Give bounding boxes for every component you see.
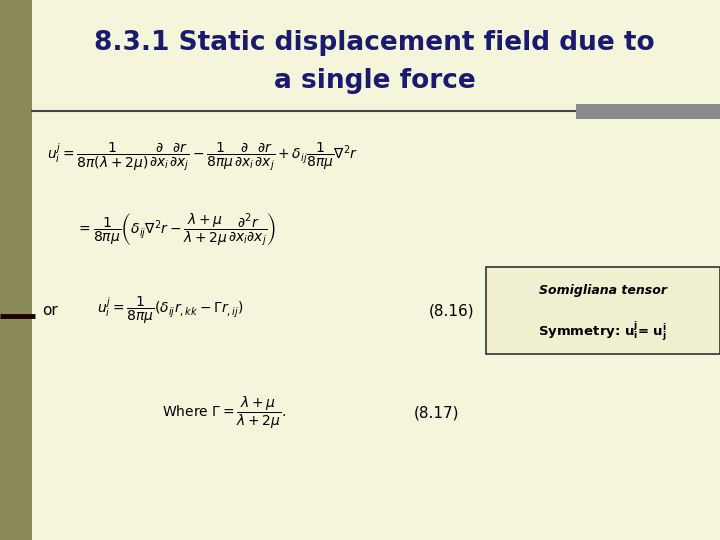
Bar bbox=[0, 0, 32, 540]
Text: Where $\Gamma = \dfrac{\lambda+\mu}{\lambda+2\mu}$.: Where $\Gamma = \dfrac{\lambda+\mu}{\lam… bbox=[162, 395, 286, 431]
Text: a single force: a single force bbox=[274, 68, 475, 93]
Text: $u_i^j = \dfrac{1}{8\pi\mu}\left(\delta_{ij}r_{,kk} - \Gamma r_{,ij}\right)$: $u_i^j = \dfrac{1}{8\pi\mu}\left(\delta_… bbox=[97, 295, 244, 326]
Text: (8.17): (8.17) bbox=[414, 406, 459, 421]
Text: (8.16): (8.16) bbox=[428, 303, 474, 318]
Text: or: or bbox=[42, 303, 58, 318]
Text: $= \dfrac{1}{8\pi\mu}\left(\delta_{ij}\nabla^2 r - \dfrac{\lambda+\mu}{\lambda+2: $= \dfrac{1}{8\pi\mu}\left(\delta_{ij}\n… bbox=[76, 211, 276, 248]
Text: $\bf{Symmetry}$: $\bf{u_i^j}$= $\bf{u_j^i}$: $\bf{Symmetry}$: $\bf{u_i^j}$= $\bf{u_j^… bbox=[538, 319, 667, 343]
Text: $u_i^j = \dfrac{1}{8\pi(\lambda+2\mu)}\dfrac{\partial}{\partial x_i}\dfrac{\part: $u_i^j = \dfrac{1}{8\pi(\lambda+2\mu)}\d… bbox=[47, 140, 358, 173]
Bar bbox=[576, 104, 720, 119]
Text: 8.3.1 Static displacement field due to: 8.3.1 Static displacement field due to bbox=[94, 30, 654, 56]
Text: Somigliana tensor: Somigliana tensor bbox=[539, 284, 667, 297]
FancyBboxPatch shape bbox=[486, 267, 720, 354]
